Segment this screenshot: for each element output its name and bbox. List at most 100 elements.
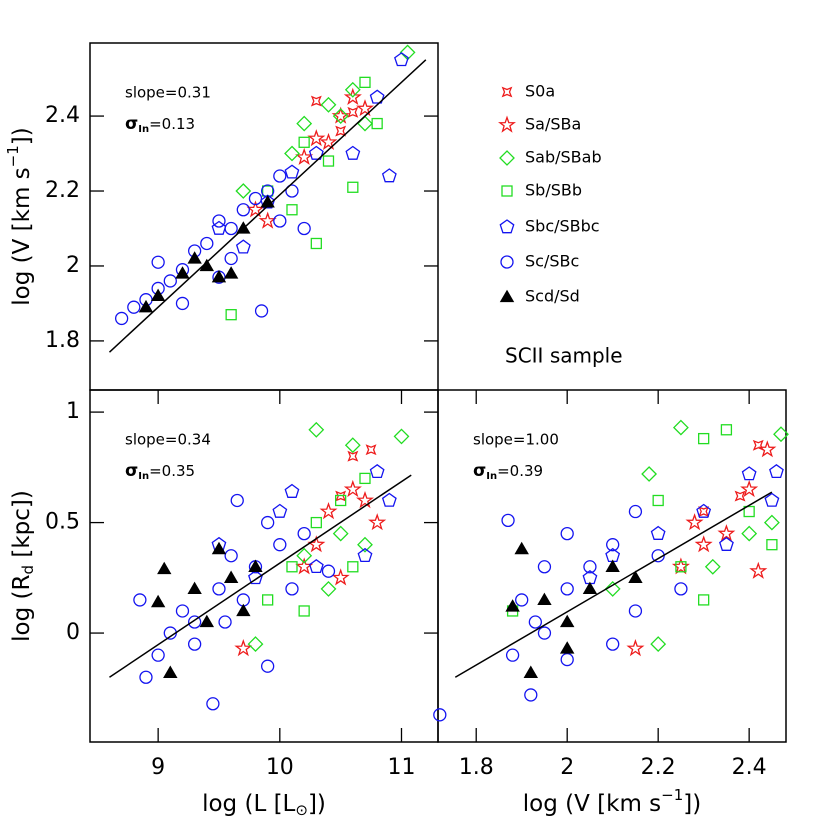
point [345,145,361,160]
sigma-value: =0.13 [149,115,195,133]
point [335,494,347,507]
y-axis-label: log (V [km s−1]) [4,127,35,305]
slope-annotation: slope=0.31 [125,84,211,102]
sigma-annotation: σIn=0.35 [125,461,195,482]
point [749,561,768,579]
point [393,428,410,445]
point [537,592,552,606]
point [515,593,529,607]
point [357,536,373,553]
point [344,437,361,454]
point [505,599,520,612]
point [211,541,227,555]
point [369,463,385,479]
point [583,560,597,574]
sigma-value: =0.39 [497,462,543,480]
point [675,561,687,573]
point [356,99,375,117]
sigma-annotation: σIn=0.39 [473,461,543,482]
point [560,582,574,596]
point [698,594,710,606]
legend-marker [499,289,515,303]
label-part: d [19,565,37,575]
point [650,636,667,653]
point [331,106,350,124]
point [175,604,190,618]
point [758,440,777,458]
point [674,582,688,596]
point [357,115,373,132]
point [230,493,244,508]
label-part: ⊙ [295,801,308,819]
panel-frame [437,389,787,743]
point [381,168,397,183]
legend-label: Sab/SBab [525,148,602,167]
label-part: −1 [661,786,683,804]
point [297,221,311,236]
point [344,81,361,98]
point [769,463,784,479]
point [307,129,326,147]
point [308,558,324,574]
point [719,536,734,551]
point [320,580,337,597]
point [766,539,778,551]
x-tick-label: 10 [266,755,294,780]
point [524,688,538,702]
point [285,582,299,596]
point [628,604,643,618]
point [605,559,620,572]
point [262,594,274,606]
slope-annotation: slope=0.34 [125,431,211,449]
point [365,444,377,456]
point [332,525,349,542]
point [296,547,313,564]
point [295,557,314,575]
point [628,504,643,519]
point [357,547,373,563]
point [322,155,335,167]
y-tick-label: 1.8 [45,328,80,353]
point [641,466,658,482]
point [224,221,238,236]
point [335,490,347,502]
point [286,204,298,216]
point [734,490,746,502]
x-axis-label: log (V [km s−1]) [523,786,701,817]
legend-marker [499,219,515,234]
point [234,638,253,657]
point [236,203,250,217]
point [187,615,202,629]
point [359,472,371,485]
point [347,561,359,573]
fit-line [109,474,412,678]
point [582,581,598,595]
point [258,211,277,229]
point [223,266,239,279]
point [261,659,275,673]
point [717,524,736,542]
point [224,549,238,563]
point [368,513,387,531]
legend-label: Scd/Sd [525,287,580,306]
point [332,108,349,125]
sigma-sub: In [138,124,149,135]
point [114,311,129,326]
point [175,296,190,311]
legend-marker [499,150,515,166]
x-tick-label: 2.4 [732,755,767,780]
point [523,665,539,678]
point [559,614,575,628]
point [212,582,226,596]
point [604,580,621,597]
point [347,450,359,462]
label-part: ]) [308,791,326,817]
legend-marker [500,255,514,269]
point [273,538,287,552]
point [163,665,178,678]
point [698,432,710,445]
fit-line [108,59,427,353]
point [528,615,542,629]
sigma-symbol: σ [125,461,138,481]
